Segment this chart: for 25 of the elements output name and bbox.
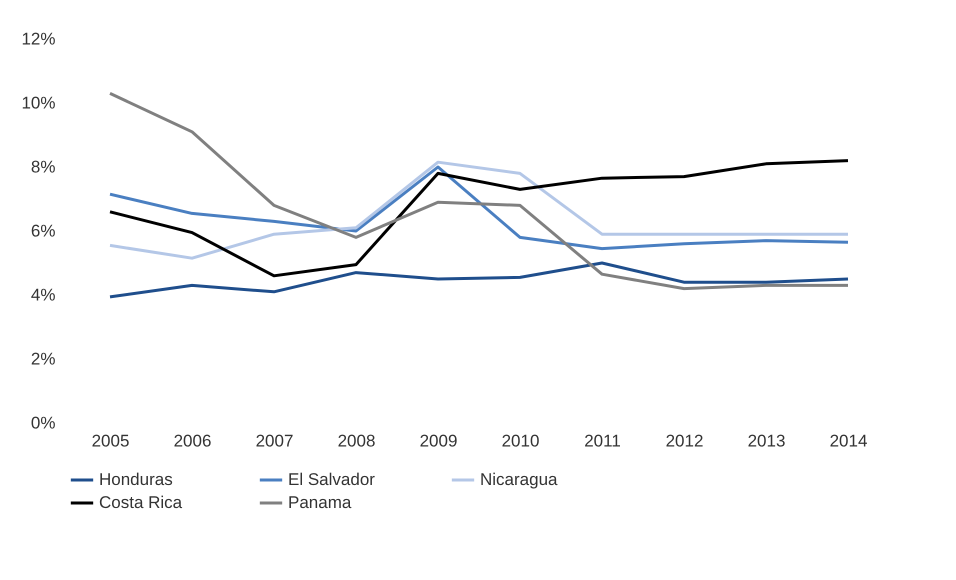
legend-label: El Salvador (288, 470, 376, 489)
x-tick-label: 2005 (92, 432, 130, 450)
x-tick-label: 2013 (748, 432, 786, 450)
legend-label: Honduras (99, 470, 173, 489)
x-tick-label: 2011 (584, 432, 621, 450)
y-tick-label: 8% (30, 158, 56, 176)
y-tick-label: 12% (21, 30, 56, 48)
y-tick-label: 10% (21, 94, 56, 112)
x-tick-label: 2014 (830, 432, 868, 450)
x-tick-label: 2009 (420, 432, 458, 450)
y-tick-label: 4% (30, 286, 56, 304)
legend-label: Panama (288, 493, 352, 512)
x-tick-label: 2007 (256, 432, 294, 450)
x-tick-label: 2010 (502, 432, 540, 450)
y-tick-label: 0% (30, 414, 56, 432)
legend-label: Nicaragua (480, 470, 558, 489)
line-series (108, 262, 850, 298)
line-series (108, 159, 850, 278)
x-tick-label: 2008 (338, 432, 376, 450)
x-tick-label: 2006 (174, 432, 212, 450)
x-tick-label: 2012 (666, 432, 704, 450)
legend-label: Costa Rica (99, 493, 183, 512)
y-tick-label: 6% (30, 222, 56, 240)
y-tick-label: 2% (30, 350, 56, 368)
line-series (108, 92, 850, 290)
